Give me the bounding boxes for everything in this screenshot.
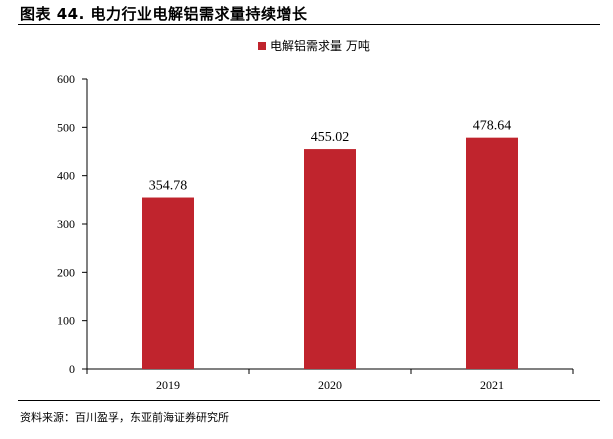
legend-swatch	[258, 42, 266, 50]
y-tick-label: 0	[69, 362, 75, 376]
labels: 354.78 2019 455.02 2020 478.64 2021	[149, 119, 512, 392]
y-tick-label: 300	[57, 217, 75, 231]
figure-title: 图表 44. 电力行业电解铝需求量持续增长	[20, 5, 308, 23]
legend: 电解铝需求量 万吨	[258, 38, 370, 53]
title-divider	[18, 24, 600, 25]
data-label: 455.02	[311, 130, 350, 145]
bottom-divider	[18, 400, 600, 401]
legend-label: 电解铝需求量 万吨	[270, 38, 370, 53]
data-label: 354.78	[149, 179, 188, 194]
y-tick-label: 500	[57, 120, 75, 134]
x-category-label: 2019	[156, 378, 180, 392]
x-category-label: 2020	[318, 378, 342, 392]
bars	[142, 137, 518, 369]
y-tick-label: 600	[57, 72, 75, 86]
y-tick-label: 400	[57, 169, 75, 183]
bar	[304, 149, 356, 369]
source-note: 资料来源：百川盈孚，东亚前海证券研究所	[20, 411, 229, 424]
x-category-label: 2021	[480, 378, 504, 392]
data-label: 478.64	[473, 119, 512, 134]
y-tick-label: 200	[57, 265, 75, 279]
bar	[142, 197, 194, 369]
bar	[466, 137, 518, 369]
y-tick-label: 100	[57, 314, 75, 328]
